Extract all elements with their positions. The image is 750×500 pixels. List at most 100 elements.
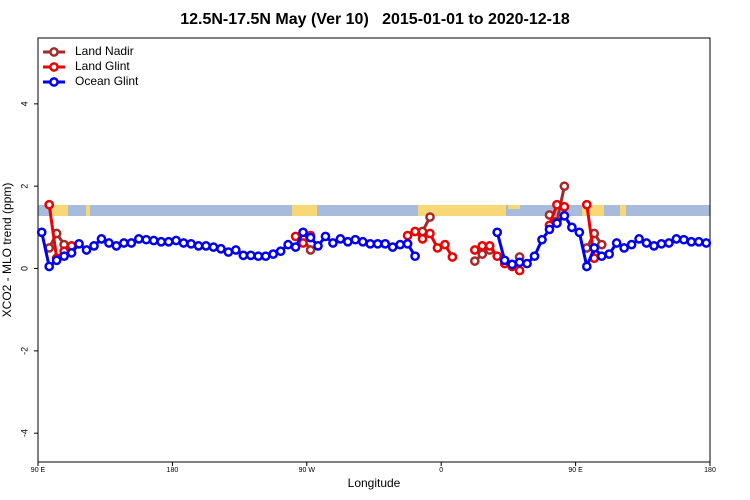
land-band — [582, 205, 604, 216]
data-point — [313, 241, 323, 251]
data-point — [402, 230, 413, 241]
legend-label: Land Glint — [75, 59, 130, 73]
data-point — [283, 239, 293, 250]
data-point — [163, 236, 174, 247]
data-point — [574, 227, 585, 238]
land-band — [508, 205, 520, 209]
data-point — [51, 255, 62, 266]
data-point — [104, 238, 114, 248]
data-point — [410, 251, 420, 262]
data-point — [298, 238, 308, 248]
data-point — [156, 236, 167, 247]
data-point — [365, 238, 376, 249]
data-point — [305, 245, 316, 255]
data-point — [596, 239, 607, 250]
land-band — [86, 205, 90, 216]
x-tick-label: 0 — [439, 467, 443, 474]
data-point — [686, 236, 697, 247]
data-point — [664, 238, 674, 248]
data-point — [193, 241, 204, 251]
x-axis-label: Longitude — [348, 476, 401, 490]
data-point — [484, 241, 495, 251]
data-point — [81, 245, 92, 255]
data-point — [290, 242, 301, 252]
data-point — [298, 227, 308, 238]
data-point — [492, 227, 503, 238]
data-point — [141, 234, 152, 245]
data-point — [469, 256, 480, 266]
data-point — [395, 239, 405, 250]
ocean-band — [38, 205, 710, 216]
x-tick-label: 90 E — [31, 467, 46, 474]
land-band — [620, 205, 626, 216]
data-point — [477, 249, 488, 259]
data-point — [679, 234, 689, 245]
data-point — [36, 227, 47, 238]
data-point — [275, 246, 286, 257]
data-point — [201, 241, 211, 251]
data-point — [171, 235, 181, 246]
data-point — [417, 234, 428, 244]
data-point — [619, 243, 629, 253]
data-point — [567, 222, 577, 233]
legend-label: Land Nadir — [75, 44, 134, 58]
data-point — [477, 241, 488, 251]
data-point — [44, 261, 55, 272]
data-point — [357, 236, 368, 247]
data-point — [581, 261, 592, 272]
y-tick-label: 2 — [19, 184, 29, 189]
data-point — [537, 234, 547, 245]
data-point — [74, 238, 84, 249]
data-point — [656, 238, 667, 249]
data-point — [231, 245, 241, 255]
data-point — [514, 265, 525, 276]
data-point — [559, 201, 570, 212]
data-point — [432, 243, 443, 253]
data-point — [290, 231, 301, 242]
data-point — [499, 255, 510, 266]
data-point — [350, 234, 361, 245]
data-point — [59, 251, 69, 262]
legend-marker — [49, 77, 59, 87]
data-point — [245, 250, 256, 261]
data-point — [425, 212, 435, 222]
data-point — [641, 238, 652, 248]
data-point — [208, 242, 219, 252]
data-point — [626, 239, 637, 250]
data-point — [701, 238, 712, 248]
data-point — [186, 238, 196, 249]
legend-marker — [49, 47, 59, 57]
data-point — [649, 241, 659, 251]
data-point — [447, 252, 458, 262]
data-point — [522, 258, 532, 269]
y-tick-label: -2 — [19, 347, 29, 355]
land-band — [292, 205, 317, 216]
data-point — [589, 243, 600, 253]
data-point — [372, 238, 383, 249]
data-point — [380, 238, 391, 249]
data-point — [89, 241, 99, 251]
data-point — [693, 236, 704, 247]
data-point — [343, 236, 353, 247]
data-point — [253, 251, 264, 262]
plot-frame — [37, 37, 711, 463]
land-band — [52, 205, 68, 216]
data-point — [671, 234, 682, 244]
data-point — [604, 249, 615, 259]
data-point — [440, 239, 450, 250]
data-point — [387, 242, 398, 252]
data-point — [96, 234, 107, 244]
data-point — [133, 234, 144, 244]
legend-marker — [49, 62, 59, 72]
surface-band — [38, 205, 710, 216]
x-tick-label: 180 — [167, 467, 179, 474]
data-point — [552, 218, 562, 229]
data-point — [417, 226, 428, 237]
data-point — [66, 248, 77, 258]
chart-title: 12.5N-17.5N May (Ver 10) 2015-01-01 to 2… — [180, 11, 570, 28]
legend-label: Ocean Glint — [75, 74, 139, 88]
data-point — [469, 245, 480, 255]
data-point — [328, 238, 338, 248]
data-point — [544, 224, 555, 235]
